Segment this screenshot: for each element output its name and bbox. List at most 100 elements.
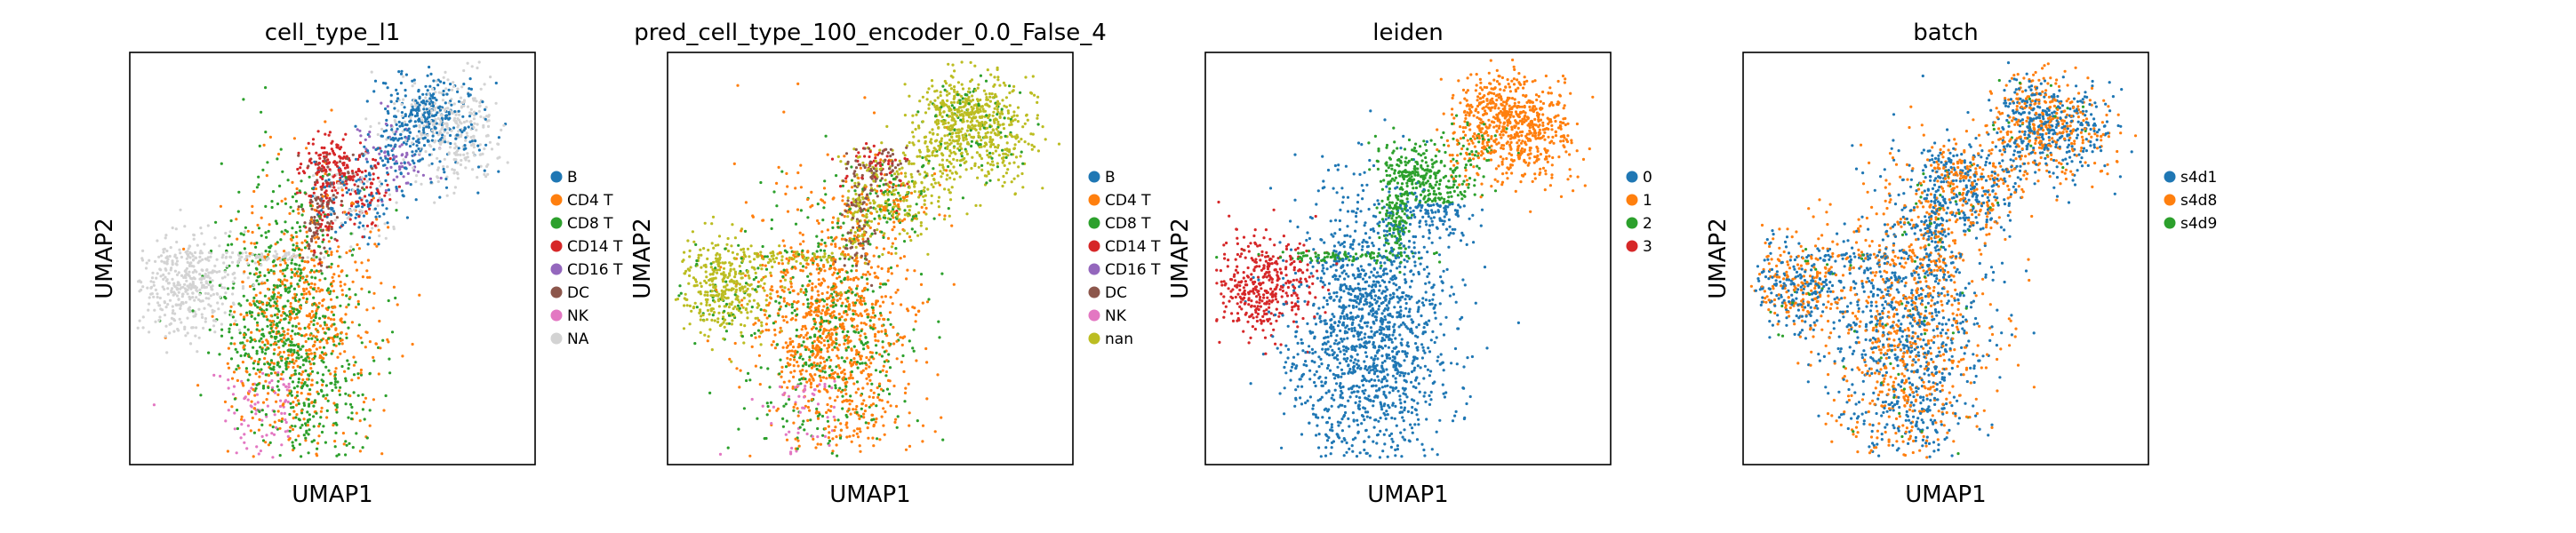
data-point <box>305 300 308 304</box>
data-point <box>182 275 186 279</box>
data-point <box>834 426 837 429</box>
data-point <box>344 132 348 136</box>
data-point <box>180 295 184 298</box>
data-point <box>161 285 164 289</box>
data-point <box>758 264 763 267</box>
data-point <box>843 278 846 282</box>
data-point <box>457 99 460 103</box>
data-point <box>316 202 319 205</box>
data-point <box>317 162 321 165</box>
data-point <box>307 282 310 286</box>
data-point <box>869 362 873 365</box>
data-point <box>973 64 977 68</box>
data-point <box>426 74 429 77</box>
data-point <box>795 334 798 338</box>
data-point <box>284 367 288 371</box>
data-point <box>149 280 153 283</box>
data-point <box>442 81 446 84</box>
data-point <box>274 243 277 246</box>
data-point <box>322 394 325 397</box>
data-point <box>238 251 242 255</box>
data-point <box>286 299 290 303</box>
data-point <box>184 334 188 338</box>
data-point <box>242 345 245 348</box>
data-point <box>323 256 326 259</box>
data-point <box>326 165 330 169</box>
data-point <box>180 300 184 305</box>
data-point <box>823 252 827 256</box>
data-point <box>274 257 277 260</box>
data-point <box>258 370 261 374</box>
data-point <box>330 310 333 314</box>
data-point <box>296 282 300 286</box>
data-point <box>420 115 424 119</box>
data-point <box>247 392 251 395</box>
data-point <box>250 314 253 318</box>
data-point <box>445 194 449 197</box>
data-point <box>327 225 331 228</box>
data-point <box>332 402 336 405</box>
data-point <box>284 399 288 402</box>
data-point <box>252 367 256 370</box>
data-point <box>838 366 842 370</box>
data-point <box>291 441 294 444</box>
data-point <box>359 371 363 375</box>
data-point <box>372 157 375 162</box>
data-point <box>328 247 332 251</box>
data-point <box>868 235 873 238</box>
data-point <box>927 298 931 301</box>
data-point <box>462 104 466 107</box>
data-point <box>354 293 357 297</box>
data-point <box>952 88 956 91</box>
data-point <box>427 92 430 96</box>
data-point <box>281 272 284 275</box>
data-point <box>826 346 829 350</box>
data-point <box>744 307 748 311</box>
data-point <box>453 142 457 146</box>
data-point <box>964 168 968 171</box>
data-point <box>227 386 230 390</box>
data-point <box>153 308 156 312</box>
data-point <box>411 84 414 88</box>
data-point <box>828 355 831 359</box>
data-point <box>923 136 926 139</box>
data-point <box>172 282 176 285</box>
data-point <box>820 243 823 246</box>
data-point <box>192 265 196 268</box>
data-point <box>251 311 254 314</box>
data-point <box>297 322 300 325</box>
data-point <box>970 166 973 171</box>
data-point <box>180 321 183 324</box>
data-point <box>272 365 276 369</box>
data-point <box>350 411 354 415</box>
data-point <box>289 376 292 380</box>
data-point <box>748 454 752 457</box>
data-point <box>912 349 916 353</box>
data-point <box>377 162 380 165</box>
data-point <box>245 447 249 450</box>
data-point <box>348 249 352 252</box>
data-point <box>230 243 234 246</box>
data-point <box>705 303 708 306</box>
data-point <box>357 323 361 327</box>
data-point <box>806 305 810 309</box>
data-point <box>360 341 364 345</box>
data-point <box>847 189 851 193</box>
data-point <box>454 113 458 116</box>
data-point <box>806 405 810 410</box>
data-point <box>428 102 432 106</box>
data-point <box>802 302 805 306</box>
data-point <box>270 432 274 435</box>
data-point <box>244 258 247 261</box>
data-point <box>733 275 737 279</box>
data-point <box>724 247 727 251</box>
data-point <box>741 306 745 309</box>
data-point <box>478 100 482 105</box>
data-point <box>277 346 281 349</box>
data-point <box>449 83 452 86</box>
data-point <box>819 350 823 354</box>
data-point <box>310 310 314 314</box>
data-point <box>338 389 341 393</box>
data-point <box>179 208 182 211</box>
